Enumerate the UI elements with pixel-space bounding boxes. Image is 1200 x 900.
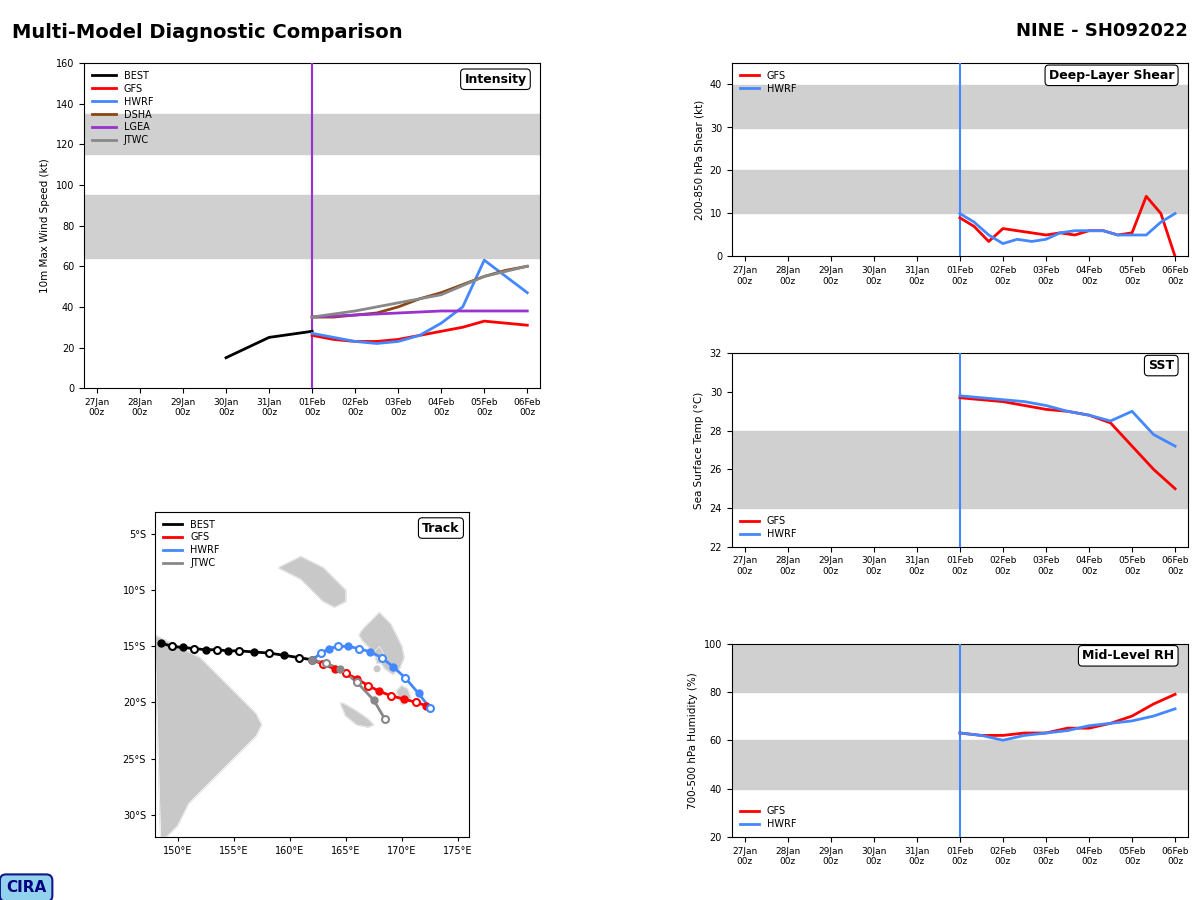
Bar [84,195,540,258]
Text: Multi-Model Diagnostic Comparison: Multi-Model Diagnostic Comparison [12,22,403,41]
Polygon shape [373,646,385,663]
Y-axis label: 200-850 hPa Shear (kt): 200-850 hPa Shear (kt) [694,100,704,220]
Text: Intensity: Intensity [464,73,527,86]
Legend: GFS, HWRF: GFS, HWRF [737,513,799,542]
Text: SST: SST [1148,359,1175,372]
Legend: GFS, HWRF: GFS, HWRF [737,804,799,833]
Polygon shape [382,654,389,661]
Y-axis label: Sea Surface Temp (°C): Sea Surface Temp (°C) [694,392,704,508]
Text: NINE - SH092022: NINE - SH092022 [1016,22,1188,40]
Legend: BEST, GFS, HWRF, JTWC: BEST, GFS, HWRF, JTWC [160,517,222,572]
Bar [732,740,1188,788]
Text: Mid-Level RH: Mid-Level RH [1082,649,1175,662]
Legend: BEST, GFS, HWRF, DSHA, LGEA, JTWC: BEST, GFS, HWRF, DSHA, LGEA, JTWC [89,68,156,148]
Polygon shape [340,702,373,727]
Text: CIRA: CIRA [6,880,47,896]
Polygon shape [359,613,404,674]
Polygon shape [278,556,346,608]
Bar [732,170,1188,213]
Text: Deep-Layer Shear: Deep-Layer Shear [1049,68,1175,82]
Y-axis label: 700-500 hPa Humidity (%): 700-500 hPa Humidity (%) [688,672,698,808]
Bar [84,113,540,155]
Polygon shape [396,686,410,705]
Legend: GFS, HWRF: GFS, HWRF [737,68,799,96]
Bar [732,431,1188,508]
Polygon shape [389,661,392,665]
Y-axis label: 10m Max Wind Speed (kt): 10m Max Wind Speed (kt) [41,158,50,293]
Polygon shape [374,666,380,671]
Bar [732,85,1188,128]
Bar [732,644,1188,692]
Text: Track: Track [422,521,460,535]
Polygon shape [155,635,262,837]
